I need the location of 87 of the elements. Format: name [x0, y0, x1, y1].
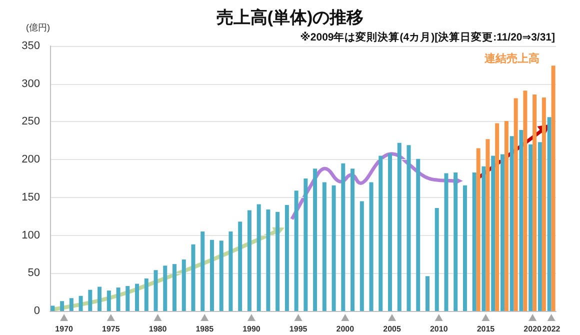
- bar: [78, 296, 83, 311]
- bar: [434, 208, 439, 311]
- bar: [144, 278, 148, 311]
- bar: [172, 264, 176, 311]
- bar: [284, 205, 289, 311]
- x-tick-label: 1980: [148, 324, 168, 334]
- bar: [116, 288, 120, 311]
- bar: [219, 240, 224, 311]
- y-axis-title: (億円): [26, 22, 50, 32]
- bar: [126, 286, 130, 311]
- y-tick-label: 300: [22, 78, 40, 90]
- x-tick-label: 2000: [336, 324, 355, 334]
- x-tick-label: 2015: [476, 324, 496, 334]
- y-tick-label: 150: [22, 191, 40, 204]
- x-tick-label: 2010: [430, 324, 448, 334]
- x-tick-label: 1975: [102, 324, 120, 334]
- bar: [528, 144, 533, 311]
- x-tick-label: 2005: [383, 324, 402, 334]
- bar: [369, 182, 374, 311]
- bar: [462, 185, 467, 311]
- bar: [523, 90, 528, 311]
- bar: [266, 210, 270, 311]
- bar: [106, 290, 111, 311]
- bar: [50, 306, 55, 311]
- bar: [514, 98, 518, 311]
- bar: [163, 266, 168, 311]
- x-tick-label: 1995: [289, 324, 308, 334]
- bar: [532, 94, 537, 311]
- x-tick-label: 2022: [542, 324, 561, 334]
- bar: [135, 284, 140, 311]
- y-tick-label: 250: [22, 116, 40, 128]
- bar: [304, 178, 308, 311]
- bar: [313, 168, 318, 311]
- bar: [426, 276, 430, 311]
- bar: [472, 172, 476, 311]
- bar: [322, 182, 326, 311]
- bar: [519, 130, 524, 311]
- x-tick-label: 2020: [524, 324, 542, 334]
- bar: [238, 222, 242, 311]
- y-tick-label: 200: [22, 154, 40, 166]
- y-tick-label: 100: [22, 229, 40, 242]
- y-tick-label: 50: [28, 267, 40, 280]
- bar: [500, 154, 504, 311]
- bar: [210, 240, 214, 311]
- series-label: 連結売上高: [483, 52, 540, 65]
- bar: [360, 201, 364, 311]
- bar: [551, 66, 556, 311]
- chart-subtitle: ※2009年は変則決算(4カ月)[決算日変更:11/20⇒3/31]: [300, 30, 556, 44]
- bar: [200, 232, 205, 311]
- bar: [332, 185, 336, 311]
- bar: [154, 270, 158, 311]
- bar: [504, 120, 508, 311]
- bar: [444, 173, 448, 311]
- bar: [98, 286, 102, 311]
- bar: [182, 260, 186, 311]
- bar: [495, 123, 500, 311]
- bar: [476, 148, 480, 311]
- bar: [69, 298, 74, 311]
- x-tick-label: 1970: [55, 324, 74, 334]
- y-tick-label: 0: [34, 305, 40, 317]
- bar: [256, 204, 261, 311]
- bar: [482, 166, 486, 311]
- bar: [294, 190, 298, 311]
- bar: [60, 301, 64, 311]
- bar: [191, 244, 196, 311]
- bar: [454, 172, 458, 311]
- bar: [378, 156, 383, 311]
- bar: [388, 154, 392, 311]
- x-tick-label: 1990: [242, 324, 261, 334]
- bar: [486, 139, 490, 311]
- bar: [88, 290, 92, 311]
- chart-title: 売上高(単体)の推移: [216, 8, 364, 27]
- bar: [547, 117, 552, 311]
- bar: [341, 163, 346, 311]
- bar: [510, 136, 514, 311]
- x-tick-label: 1985: [196, 324, 214, 334]
- bar: [416, 158, 420, 311]
- bar: [542, 97, 546, 311]
- bar: [247, 210, 252, 311]
- bar: [538, 142, 542, 311]
- bar: [350, 168, 355, 311]
- bar: [397, 142, 402, 311]
- bar: [491, 156, 496, 311]
- bar: [228, 232, 233, 311]
- y-tick-label: 350: [22, 40, 40, 52]
- bar: [406, 145, 411, 311]
- bar: [276, 212, 280, 311]
